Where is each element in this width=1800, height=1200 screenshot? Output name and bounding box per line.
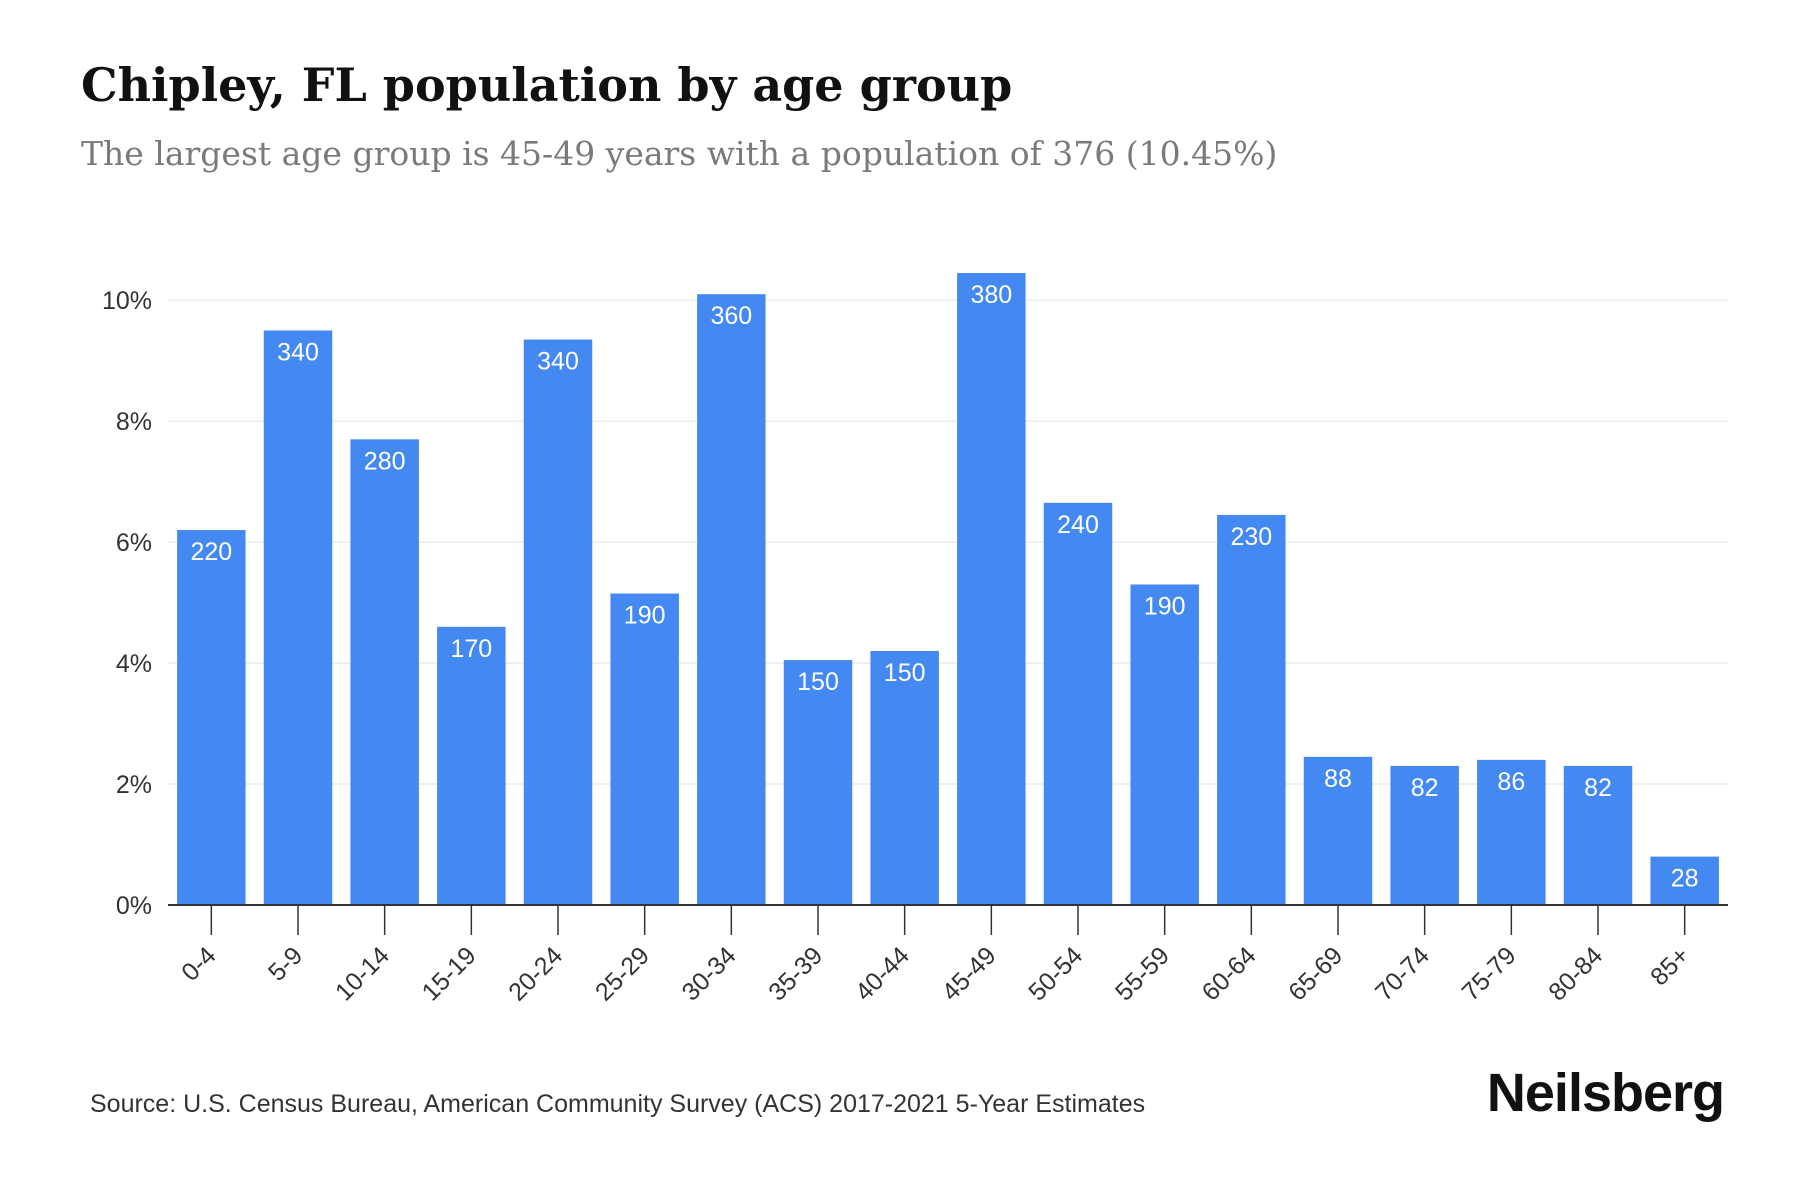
x-tick-label: 20-24 [503,941,568,1006]
bar-30-34 [697,294,766,905]
bar-40-44 [870,651,939,905]
bar-value-label: 28 [1671,865,1699,893]
x-tick-label: 60-64 [1197,941,1262,1006]
grid-lines [168,299,1728,785]
y-tick-label: 8% [116,408,152,436]
x-tick-label: 50-54 [1023,941,1088,1006]
bar-value-label: 230 [1230,523,1272,551]
bar-value-label: 380 [970,281,1012,309]
bar-45-49 [957,273,1026,905]
x-tick-label: 40-44 [850,941,915,1006]
bar-15-19 [437,626,506,905]
x-tick-label: 35-39 [763,941,828,1006]
bar-value-label: 170 [450,635,492,663]
x-tick-label: 30-34 [677,941,742,1006]
bar-value-label: 88 [1324,765,1352,793]
x-tick-label: 45-49 [937,941,1002,1006]
bar-value-label: 82 [1584,774,1612,802]
x-tick-label: 15-19 [417,941,482,1006]
y-axis-ticks: 0% 2% 4% 6% 8% 10% [102,287,152,920]
bar-75-79 [1477,759,1546,905]
x-tick-label: 10-14 [330,941,395,1006]
x-tick-label: 0-4 [176,941,221,986]
bar-20-24 [523,339,593,905]
bar-5-9 [263,330,333,905]
x-tick-label: 75-79 [1457,941,1522,1006]
x-tick-label: 25-29 [590,941,655,1006]
bar-60-64 [1217,514,1286,905]
source-note: Source: U.S. Census Bureau, American Com… [90,1090,1146,1118]
bar-value-label: 340 [277,338,319,366]
chart-title: Chipley, FL population by age group [81,58,1013,112]
bar-value-label: 82 [1411,774,1439,802]
neilsberg-logo: Neilsberg [1486,1063,1725,1123]
x-tick-label: 80-84 [1543,941,1608,1006]
x-axis-ticks: 0-4 5-9 10-14 15-19 20-24 25-29 30-34 35-39 40-4… [176,905,1695,1006]
x-tick-label: 55-59 [1110,941,1175,1006]
bar-10-14 [350,439,419,905]
y-tick-label: 2% [116,771,152,799]
bar-value-label: 280 [364,447,406,475]
bar-value-label: 190 [1144,592,1186,620]
bar-value-label: 340 [537,348,579,376]
bar-55-59 [1130,584,1199,905]
bar-35-39 [783,660,853,905]
y-tick-label: 6% [116,529,152,557]
y-tick-label: 0% [116,892,152,920]
bar-value-label: 150 [797,668,839,696]
y-tick-label: 10% [102,287,152,315]
x-tick-label: 70-74 [1370,941,1435,1006]
x-tick-label: 5-9 [263,941,308,986]
y-tick-label: 4% [116,650,152,678]
bar-0-4 [177,530,246,905]
x-tick-label: 65-69 [1283,941,1348,1006]
bar-value-label: 86 [1497,768,1525,796]
chart-subtitle: The largest age group is 45-49 years wit… [81,134,1278,173]
bar-80-84 [1563,765,1633,905]
bar-25-29 [610,593,679,905]
bar-value-label: 190 [624,602,666,630]
x-tick-label: 85+ [1645,941,1695,991]
bar-85+ [1650,856,1719,905]
bar-value-label: 150 [884,659,926,687]
bar-70-74 [1390,765,1459,905]
bar-value-label: 360 [710,302,752,330]
bar-50-54 [1043,502,1113,905]
bars [177,273,1719,905]
bar-value-label: 220 [190,538,232,566]
bar-65-69 [1303,756,1373,905]
bar-value-labels: 220 340 280 170 340 190 360 150 150 380 240 190 230 8… [190,281,1698,893]
bar-value-label: 240 [1057,511,1099,539]
